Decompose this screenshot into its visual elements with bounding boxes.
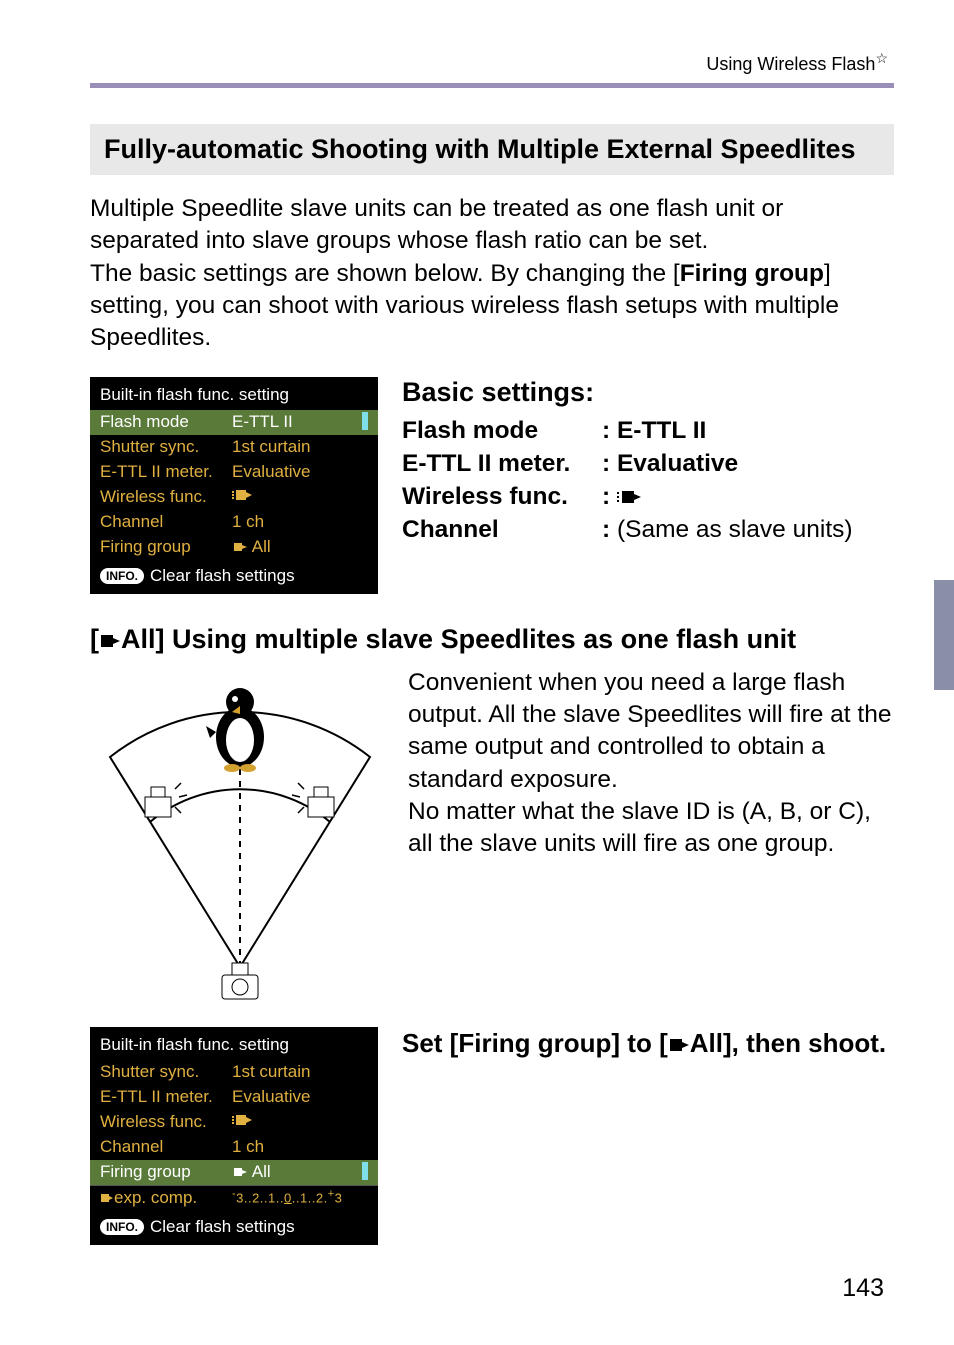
menu2-label: Channel [100, 1137, 232, 1157]
menu2-value: 1st curtain [232, 1062, 310, 1082]
info-badge-icon: INFO. [100, 568, 144, 584]
page-number: 143 [842, 1274, 884, 1303]
flash-group-icon [232, 541, 248, 555]
row-diagram: Convenient when you need a large flash o… [90, 667, 894, 1007]
menu2-row-wireless: Wireless func. [90, 1110, 378, 1135]
kv-label: Wireless func. [402, 480, 602, 513]
menu2-label: Wireless func. [100, 1112, 232, 1132]
menu2-footer-text: Clear flash settings [150, 1217, 295, 1237]
header-rule [90, 83, 894, 88]
menu1-row-shutter: Shutter sync. 1st curtain [90, 435, 378, 460]
intro-bold: Firing group [680, 260, 824, 287]
kv-label: Flash mode [402, 414, 602, 447]
sub-heading-text: All] Using multiple slave Speedlites as … [121, 624, 796, 654]
menu1-row-ettl: E-TTL II meter. Evaluative [90, 460, 378, 485]
kv-channel: Channel : (Same as slave units) [402, 513, 894, 546]
page-header: Using Wireless Flash☆ [90, 50, 894, 75]
kv-ettl: E-TTL II meter. : Evaluative [402, 447, 894, 480]
menu1-label: Wireless func. [100, 487, 232, 507]
kv-label: Channel [402, 513, 602, 546]
menu1-row-firing-group: Firing group All [90, 535, 378, 560]
menu1-label: E-TTL II meter. [100, 462, 232, 482]
menu-screenshot-1: Built-in flash func. setting Flash mode … [90, 377, 378, 594]
menu1-footer-text: Clear flash settings [150, 566, 295, 586]
kv-value: : [602, 480, 643, 513]
menu1-row-channel: Channel 1 ch [90, 510, 378, 535]
header-text: Using Wireless Flash [706, 54, 875, 74]
menu1-row-wireless: Wireless func. [90, 485, 378, 510]
menu1-value: E-TTL II [232, 412, 293, 432]
side-index-tab [934, 580, 954, 690]
menu2-row-firing-group: Firing group All [90, 1160, 378, 1185]
end-mark-icon [362, 412, 368, 430]
section-heading: Fully-automatic Shooting with Multiple E… [90, 124, 894, 175]
flash-group-icon [232, 1166, 248, 1180]
kv-label: E-TTL II meter. [402, 447, 602, 480]
firing-post: All], then shoot. [690, 1028, 886, 1058]
kv-value: : E-TTL II [602, 414, 706, 447]
menu2-row-channel: Channel 1 ch [90, 1135, 378, 1160]
menu1-value: Evaluative [232, 462, 310, 482]
wireless-icon [232, 487, 254, 507]
wireless-icon [232, 1112, 254, 1132]
end-mark-icon [362, 1162, 368, 1180]
menu-screenshot-2: Built-in flash func. setting Shutter syn… [90, 1027, 378, 1245]
menu2-value: All [232, 1162, 271, 1182]
menu1-footer: INFO. Clear flash settings [90, 560, 378, 586]
menu1-value: 1 ch [232, 512, 264, 532]
menu2-label: exp. comp. [100, 1188, 232, 1208]
kv-value: : Evaluative [602, 447, 738, 480]
menu1-row-flash-mode: Flash mode E-TTL II [90, 410, 378, 435]
basic-settings-title: Basic settings: [402, 377, 894, 408]
kv-flash-mode: Flash mode : E-TTL II [402, 414, 894, 447]
info-badge-icon: INFO. [100, 1219, 144, 1235]
menu2-row-exp-comp: exp. comp. -3..2..1..0..1..2.+3 [90, 1185, 378, 1211]
menu2-value: 1 ch [232, 1137, 264, 1157]
menu2-label: Firing group [100, 1162, 232, 1182]
row-firing-group: Built-in flash func. setting Shutter syn… [90, 1027, 894, 1245]
menu1-value: All [232, 537, 271, 557]
menu2-value: Evaluative [232, 1087, 310, 1107]
firing-pre: Set [Firing group] to [ [402, 1028, 668, 1058]
wireless-icon [617, 489, 643, 505]
exp-comp-ruler: -3..2..1..0..1..2.+3 [232, 1188, 342, 1208]
menu1-label: Channel [100, 512, 232, 532]
menu2-title: Built-in flash func. setting [90, 1033, 378, 1060]
menu1-label: Shutter sync. [100, 437, 232, 457]
flash-group-icon [99, 632, 121, 650]
header-star-icon: ☆ [875, 50, 888, 66]
menu2-footer: INFO. Clear flash settings [90, 1211, 378, 1237]
menu2-row-shutter: Shutter sync. 1st curtain [90, 1060, 378, 1085]
menu2-row-ettl: E-TTL II meter. Evaluative [90, 1085, 378, 1110]
menu1-label: Firing group [100, 537, 232, 557]
menu2-label: E-TTL II meter. [100, 1087, 232, 1107]
flash-coverage-diagram [90, 667, 390, 1007]
menu1-label: Flash mode [100, 412, 232, 432]
sub-heading-all-group: [All] Using multiple slave Speedlites as… [90, 624, 894, 655]
flash-group-icon [668, 1036, 690, 1054]
menu1-title: Built-in flash func. setting [90, 383, 378, 410]
row-basic-settings: Built-in flash func. setting Flash mode … [90, 377, 894, 594]
kv-value: : (Same as slave units) [602, 513, 853, 546]
basic-settings-block: Basic settings: Flash mode : E-TTL II E-… [402, 377, 894, 594]
firing-group-instruction: Set [Firing group] to [ All], then shoot. [402, 1027, 894, 1061]
diagram-description: Convenient when you need a large flash o… [408, 667, 894, 1007]
menu1-value: 1st curtain [232, 437, 310, 457]
intro-paragraph: Multiple Speedlite slave units can be tr… [90, 193, 894, 355]
flash-group-icon [100, 1193, 114, 1205]
kv-wireless: Wireless func. : [402, 480, 894, 513]
menu2-label: Shutter sync. [100, 1062, 232, 1082]
